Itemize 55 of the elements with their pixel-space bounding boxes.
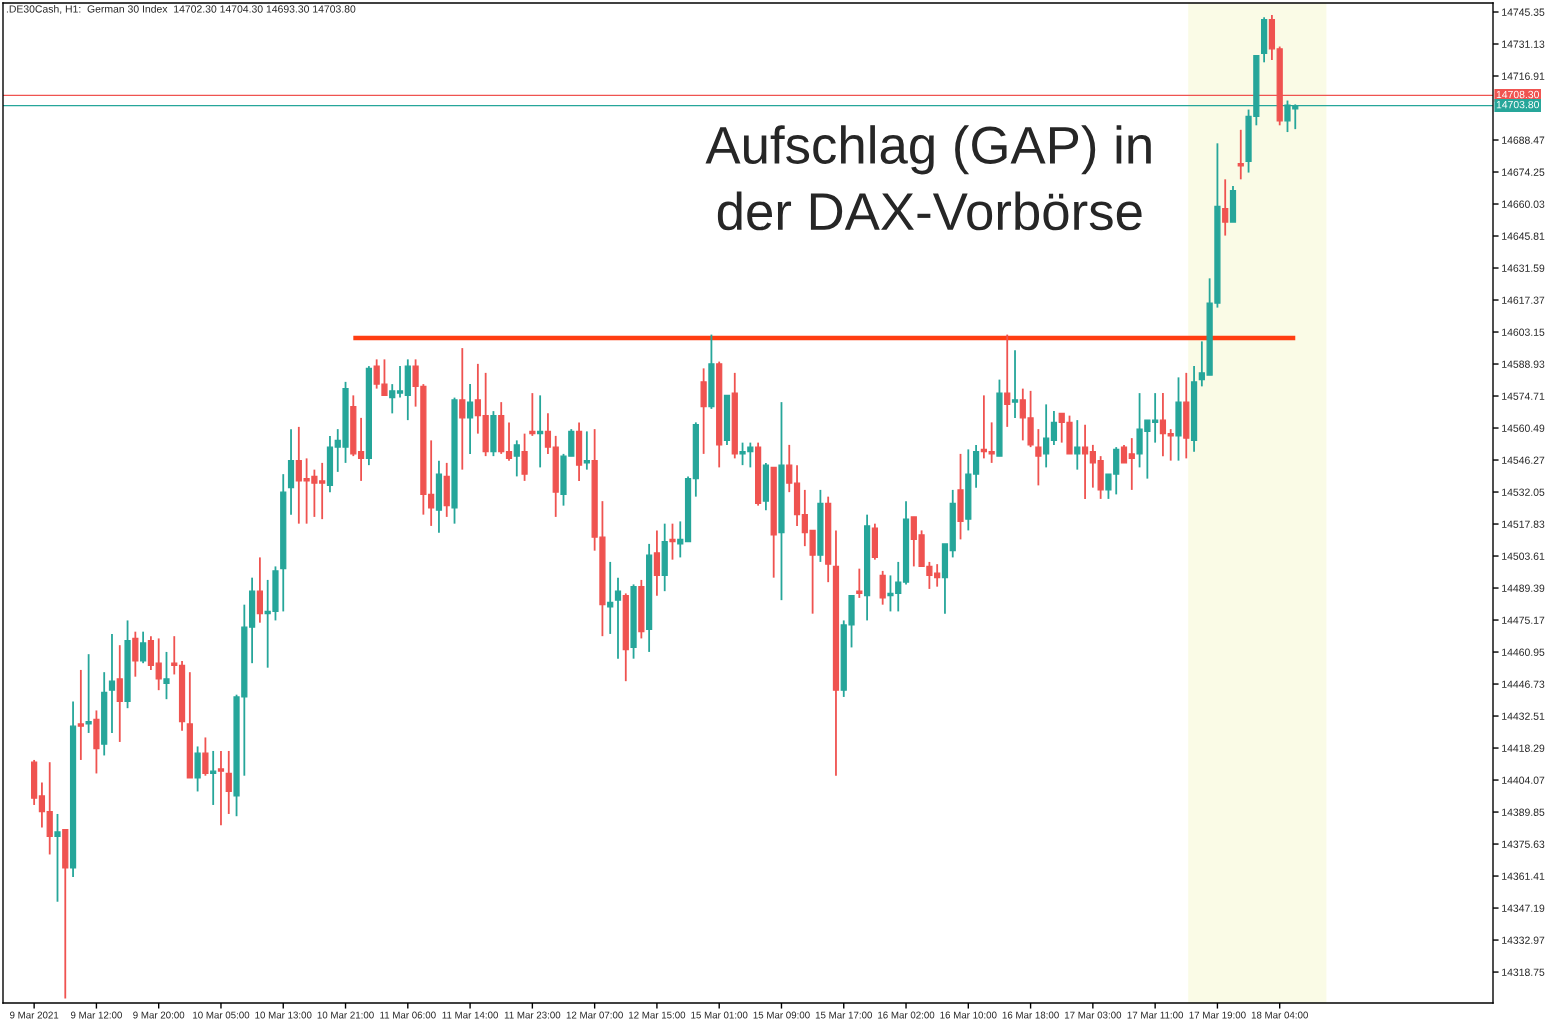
annotation: Aufschlag (GAP) in der DAX-Vorbörse	[705, 125, 1151, 231]
y-tick-label: 14688.47	[1502, 136, 1545, 144]
x-tick-label: 11 Mar 23:00	[504, 1011, 561, 1019]
y-tick-label: 14645.81	[1502, 232, 1545, 240]
ref-line-label: 14703.80	[1496, 100, 1540, 109]
y-tick-label: 14560.49	[1502, 424, 1545, 432]
y-tick-label: 14617.37	[1502, 296, 1545, 304]
x-tick-label: 9 Mar 2021	[10, 1011, 59, 1019]
y-tick-label: 14517.83	[1502, 520, 1545, 528]
x-tick-label: 15 Mar 09:00	[753, 1011, 810, 1019]
y-tick-label: 14318.75	[1502, 968, 1545, 976]
x-tick-label: 11 Mar 06:00	[380, 1011, 436, 1019]
y-tick-label: 14446.73	[1502, 680, 1545, 688]
x-tick-label: 16 Mar 18:00	[1002, 1011, 1059, 1019]
x-tick-label: 16 Mar 10:00	[940, 1011, 997, 1019]
y-tick-label: 14389.85	[1502, 808, 1545, 816]
y-tick-label: 14603.15	[1502, 328, 1545, 336]
x-tick-label: 17 Mar 19:00	[1189, 1011, 1246, 1019]
y-tick-label: 14588.93	[1502, 360, 1545, 368]
y-tick-label: 14418.29	[1502, 744, 1545, 752]
y-tick-label: 14674.25	[1502, 168, 1545, 176]
x-tick-label: 12 Mar 15:00	[629, 1011, 686, 1019]
x-tick-label: 10 Mar 21:00	[317, 1011, 374, 1019]
x-tick-label: 16 Mar 02:00	[878, 1011, 935, 1019]
x-tick-label: 17 Mar 03:00	[1064, 1011, 1122, 1019]
x-tick-label: 18 Mar 04:00	[1251, 1011, 1308, 1019]
y-tick-label: 14489.39	[1502, 584, 1545, 592]
y-tick-label: 14660.03	[1502, 200, 1545, 208]
y-tick-label: 14574.71	[1502, 392, 1545, 400]
x-tick-label: 17 Mar 11:00	[1127, 1011, 1184, 1019]
y-tick-label: 14375.63	[1502, 840, 1545, 848]
y-tick-label: 14503.61	[1502, 552, 1545, 560]
y-tick-label: 14532.05	[1502, 488, 1545, 496]
x-tick-label: 11 Mar 14:00	[442, 1011, 498, 1019]
x-tick-label: 10 Mar 13:00	[255, 1011, 312, 1019]
y-tick-label: 14460.95	[1502, 648, 1545, 656]
y-tick-label: 14716.91	[1502, 72, 1545, 80]
y-tick-label: 14404.07	[1502, 776, 1545, 784]
y-tick-label: 14731.13	[1502, 40, 1545, 48]
y-tick-label: 14432.51	[1502, 712, 1545, 720]
y-tick-label: 14745.35	[1502, 8, 1545, 16]
y-tick-label: 14347.19	[1502, 904, 1545, 912]
y-tick-label: 14332.97	[1502, 936, 1545, 944]
x-tick-label: 15 Mar 01:00	[691, 1011, 748, 1019]
y-tick-label: 14546.27	[1502, 456, 1545, 464]
ref-line-label: 14708.30	[1496, 90, 1540, 99]
y-tick-label: 14631.59	[1502, 264, 1545, 272]
x-tick-label: 12 Mar 07:00	[566, 1011, 623, 1019]
x-tick-label: 9 Mar 20:00	[133, 1011, 185, 1019]
x-tick-label: 15 Mar 17:00	[815, 1011, 873, 1019]
x-tick-label: 10 Mar 05:00	[193, 1011, 250, 1019]
chart-title: .DE30Cash, H1: German 30 Index 14702.30 14704.30 14693.30 14703.80	[6, 5, 356, 14]
y-tick-label: 14475.17	[1502, 616, 1545, 624]
x-tick-label: 9 Mar 12:00	[70, 1011, 122, 1019]
y-tick-label: 14361.41	[1502, 872, 1545, 880]
